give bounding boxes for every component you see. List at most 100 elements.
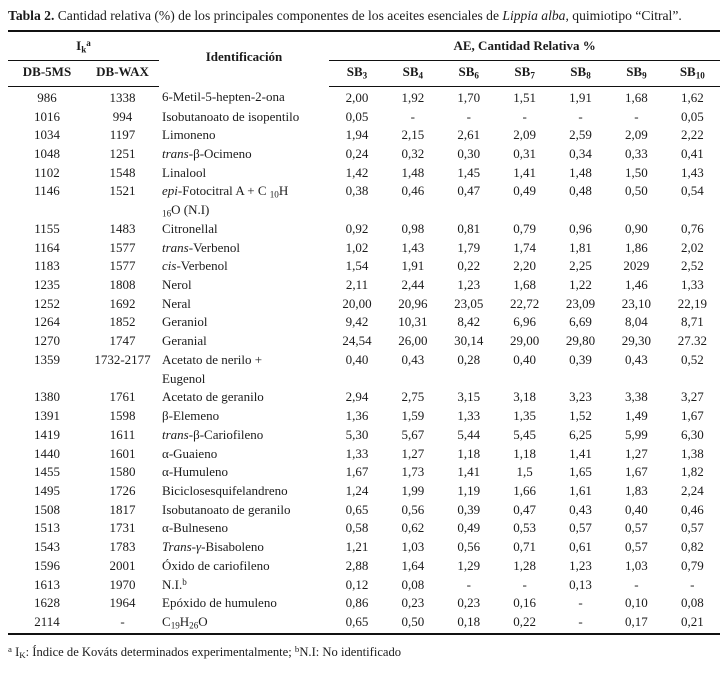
cell-value: 1,86 — [625, 239, 648, 255]
cell-value: 0,22 — [496, 612, 553, 635]
cell-db5ms: 1155 — [34, 220, 60, 236]
cell-value: - — [578, 108, 583, 124]
cell-value: 20,00 — [342, 295, 372, 311]
table-row: 1513 1731 α-Bulneseno 0,58 0,62 0,49 0,53 0,57 0… — [8, 519, 720, 538]
cell-value: 22,72 — [510, 295, 540, 311]
table-row: 1543 1783 Trans-γ-Bisaboleno 1,21 1,03 0,56 0,… — [8, 538, 720, 557]
cell-value: 0,49 — [513, 183, 536, 199]
cell-value: 0,65 — [329, 612, 385, 635]
cell-db5ms: 1508 — [34, 501, 60, 517]
cell-value: 0,49 — [457, 520, 481, 536]
cell-value: 0,76 — [680, 220, 704, 236]
table-row: 1016 994 Isobutanoato de isopentilo 0,05 - - -… — [8, 108, 720, 127]
cell-value: 2,00 — [345, 89, 369, 105]
cell-db5ms: 1513 — [34, 520, 60, 536]
cell-value: 0,39 — [457, 501, 481, 517]
cell-value: 0,56 — [457, 539, 481, 555]
cell-compound: trans-β-Ocimeno — [162, 146, 252, 162]
cell-db5ms: 1391 — [34, 408, 60, 424]
table-row: 1380 1761 Acetato de geranilo 2,94 2,75 3,15 3… — [8, 388, 720, 407]
cell-dbwax: 1251 — [109, 146, 136, 162]
cell-value: 6,69 — [569, 314, 592, 330]
cell-value: 1,49 — [625, 408, 648, 424]
cell-value: 0,22 — [457, 258, 481, 274]
cell-value: 1,99 — [401, 482, 425, 498]
cell-value: 6,96 — [513, 314, 536, 330]
cell-value: 1,64 — [401, 557, 425, 573]
cell-value: 0,38 — [345, 183, 369, 199]
table-row: 1252 1692 Neral 20,00 20,96 23,05 22,72 23,09 23… — [8, 295, 720, 314]
cell-value: 1,03 — [401, 539, 425, 555]
cell-value: 26,00 — [398, 333, 428, 349]
cell-compound: trans-Verbenol — [162, 239, 241, 255]
cell-compound: Acetato de nerilo + Eugenol — [162, 351, 263, 386]
cell-value: 1,67 — [680, 408, 704, 424]
cell-dbwax: 1611 — [109, 426, 136, 442]
cell-dbwax: 1521 — [109, 183, 136, 199]
cell-value: 0,43 — [401, 351, 425, 367]
cell-db5ms: 1183 — [34, 258, 60, 274]
cell-value: 0,05 — [680, 108, 704, 124]
cell-dbwax: 994 — [112, 108, 133, 124]
cell-value: 0,12 — [345, 576, 369, 592]
cell-value: 2,15 — [401, 127, 425, 143]
cell-value: 2,20 — [513, 258, 536, 274]
cell-dbwax: 1197 — [109, 127, 136, 143]
cell-value: 2,61 — [457, 127, 481, 143]
cell-dbwax: 1732-2177 — [94, 351, 151, 367]
cell-value: 3,23 — [569, 389, 592, 405]
cell-value: 0,65 — [345, 501, 369, 517]
cell-value: 2,59 — [569, 127, 592, 143]
cell-value: 0,13 — [569, 576, 592, 592]
cell-value: 1,43 — [401, 239, 425, 255]
cell-value: 0,40 — [513, 351, 536, 367]
header-ae-cantidad-relativa: AE, Cantidad Relativa % — [329, 30, 721, 61]
cell-value: 1,67 — [625, 464, 648, 480]
cell-compound: Geranial — [162, 333, 207, 349]
cell-value: 2029 — [623, 258, 650, 274]
table-row: 1440 1601 α-Guaieno 1,33 1,27 1,18 1,18 1,41 1,2… — [8, 445, 720, 464]
cell-dbwax: 1970 — [109, 576, 136, 592]
table-row: 2114- C19H26O 0,65 0,50 0,18 0,22-0,17 0,21 — [8, 612, 721, 635]
cell-value: 29,80 — [565, 333, 596, 349]
cell-value: 1,18 — [513, 445, 536, 461]
cell-value: 0,43 — [569, 501, 592, 517]
cell-value: 0,62 — [401, 520, 425, 536]
cell-dbwax: 1548 — [109, 164, 136, 180]
cell-db5ms: 1596 — [34, 557, 60, 573]
cell-dbwax: 1577 — [109, 239, 136, 255]
cell-compound: α-Bulneseno — [162, 520, 229, 536]
cell-value: 0,08 — [680, 595, 704, 611]
cell-value: 0,81 — [457, 220, 481, 236]
cell-value: 1,62 — [680, 89, 704, 105]
table-body: 986 1338 6-Metil-5-hepten-2-ona 2,00 1,92 1,7… — [8, 86, 721, 635]
cell-value: 1,33 — [457, 408, 481, 424]
cell-value: 2,09 — [625, 127, 648, 143]
cell-compound: Citronellal — [162, 220, 218, 236]
cell-db5ms: 1628 — [34, 595, 60, 611]
cell-value: 9,42 — [345, 314, 369, 330]
cell-value: 1,52 — [569, 408, 592, 424]
cell-value: 1,94 — [345, 127, 369, 143]
cell-value: 29,30 — [621, 333, 652, 349]
cell-db5ms: 1164 — [34, 239, 60, 255]
cell-value: 2,44 — [401, 277, 425, 293]
cell-value: 1,02 — [345, 239, 369, 255]
cell-value: 6,30 — [680, 426, 704, 442]
cell-value: 0,28 — [457, 351, 481, 367]
cell-value: 1,41 — [513, 164, 536, 180]
cell-compound: Linalool — [162, 164, 207, 180]
cell-value: 1,42 — [345, 164, 369, 180]
cell-compound: Neral — [162, 295, 191, 311]
cell-value: 0,52 — [680, 351, 704, 367]
cell-value: 0,58 — [345, 520, 369, 536]
cell-value: 0,71 — [513, 539, 536, 555]
cell-dbwax: 1601 — [109, 445, 136, 461]
cell-value: 0,56 — [401, 501, 425, 517]
cell-value: 8,71 — [680, 314, 704, 330]
cell-db5ms: 986 — [37, 89, 57, 105]
cell-dbwax: 1338 — [109, 89, 136, 105]
header-kovats-index: Ika — [8, 30, 160, 61]
cell-value: 24,54 — [342, 333, 372, 349]
cell-value: 1,50 — [625, 164, 648, 180]
